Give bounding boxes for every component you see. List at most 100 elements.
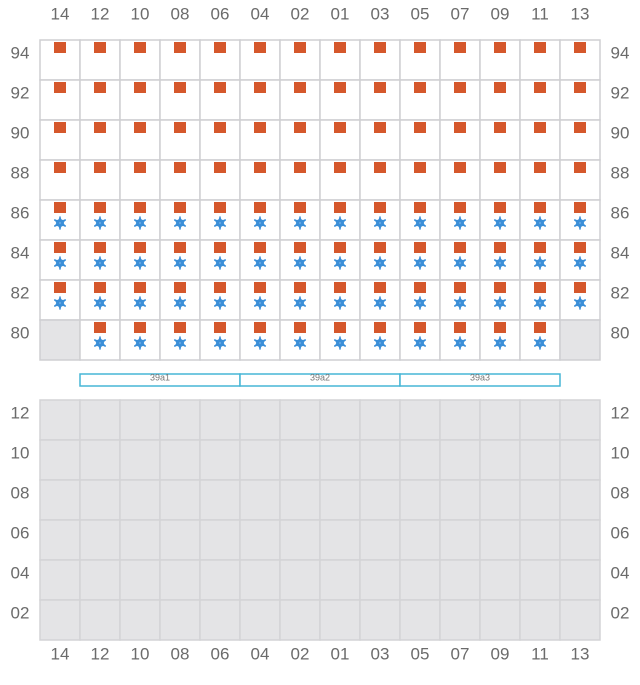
column-label: 09: [491, 644, 510, 663]
slot: [160, 520, 200, 560]
item: [494, 322, 506, 333]
snow-branch: [536, 261, 537, 263]
snow-branch: [456, 221, 457, 223]
snow-branch: [103, 223, 104, 225]
snow-core: [59, 262, 62, 265]
item: [214, 282, 226, 293]
slot: [160, 400, 200, 440]
slot: [280, 560, 320, 600]
slot: [480, 520, 520, 560]
snow-branch: [103, 343, 104, 345]
slot: [40, 440, 80, 480]
slot: [240, 480, 280, 520]
item: [494, 282, 506, 293]
slot: [520, 400, 560, 440]
slot: [280, 400, 320, 440]
snow-core: [459, 342, 462, 345]
item: [94, 202, 106, 213]
snow-branch: [576, 261, 577, 263]
item: [254, 82, 266, 93]
snow-core: [99, 262, 102, 265]
snow-core: [259, 342, 262, 345]
item: [534, 42, 546, 53]
slot: [360, 560, 400, 600]
item: [214, 42, 226, 53]
item: [334, 42, 346, 53]
item: [214, 242, 226, 253]
slot: [400, 400, 440, 440]
snow-branch: [503, 343, 504, 345]
item: [374, 82, 386, 93]
snow-branch: [496, 301, 497, 303]
segment-label: 39a2: [310, 372, 330, 382]
slot: [440, 560, 480, 600]
slot: [80, 520, 120, 560]
slot: [400, 520, 440, 560]
snow-branch: [383, 223, 384, 225]
snow-core: [539, 302, 542, 305]
snow-branch: [256, 221, 257, 223]
snow-branch: [423, 343, 424, 345]
item: [214, 322, 226, 333]
slot: [240, 520, 280, 560]
column-label: 01: [331, 644, 350, 663]
row-label: 90: [11, 123, 30, 142]
snow-branch: [343, 263, 344, 265]
item: [454, 42, 466, 53]
item: [414, 322, 426, 333]
slot: [280, 520, 320, 560]
snow-core: [99, 302, 102, 305]
row-label: 10: [11, 443, 30, 462]
segment-label: 39a1: [150, 372, 170, 382]
slot: [440, 480, 480, 520]
slot: [400, 600, 440, 640]
slot: [160, 440, 200, 480]
snow-branch: [176, 221, 177, 223]
item: [294, 122, 306, 133]
item: [534, 202, 546, 213]
snow-core: [379, 222, 382, 225]
item: [134, 282, 146, 293]
item: [94, 162, 106, 173]
segment-label: 39a3: [470, 372, 490, 382]
item: [254, 122, 266, 133]
item: [54, 122, 66, 133]
item: [334, 242, 346, 253]
snow-branch: [383, 343, 384, 345]
snow-core: [579, 302, 582, 305]
item: [174, 42, 186, 53]
snow-branch: [56, 221, 57, 223]
snow-branch: [536, 341, 537, 343]
snow-branch: [56, 301, 57, 303]
snow-branch: [376, 341, 377, 343]
slot: [40, 560, 80, 600]
item: [94, 122, 106, 133]
row-label: 86: [11, 203, 30, 222]
item: [374, 202, 386, 213]
snow-core: [99, 342, 102, 345]
item: [374, 162, 386, 173]
column-label: 14: [51, 4, 70, 23]
item: [134, 42, 146, 53]
column-label: 11: [531, 4, 549, 23]
snow-branch: [416, 261, 417, 263]
slot: [40, 520, 80, 560]
snow-core: [139, 262, 142, 265]
item: [294, 322, 306, 333]
item: [414, 162, 426, 173]
slot: [520, 440, 560, 480]
snow-branch: [176, 261, 177, 263]
snow-branch: [503, 223, 504, 225]
slot: [280, 440, 320, 480]
column-label: 06: [211, 4, 230, 23]
snow-branch: [456, 341, 457, 343]
item: [414, 282, 426, 293]
column-label: 12: [91, 644, 110, 663]
snow-core: [59, 302, 62, 305]
slot: [160, 600, 200, 640]
column-label: 07: [451, 4, 470, 23]
snow-core: [419, 342, 422, 345]
snow-branch: [343, 223, 344, 225]
row-label: 06: [611, 523, 630, 542]
item: [254, 282, 266, 293]
